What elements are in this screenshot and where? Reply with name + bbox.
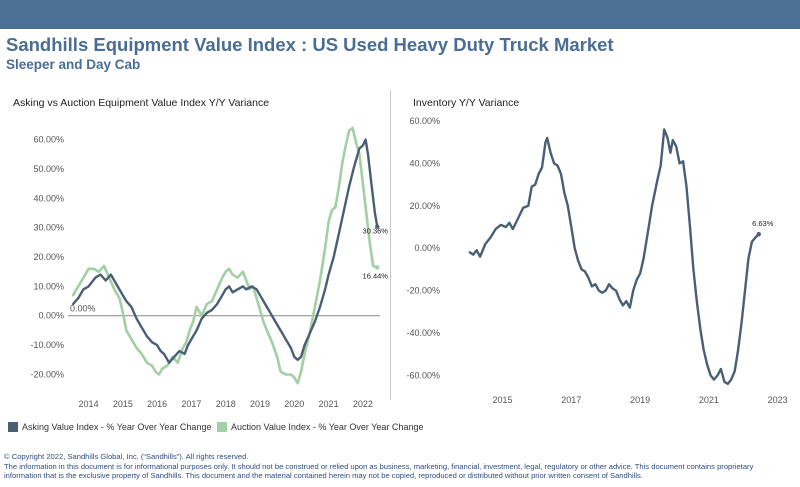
- legend-asking-label: Asking Value Index - % Year Over Year Ch…: [22, 422, 212, 432]
- y-tick-label: 20.00%: [409, 201, 440, 211]
- x-tick-label: 2018: [216, 399, 236, 409]
- y-tick-label: -20.00%: [30, 369, 64, 379]
- panel-divider: [390, 90, 391, 400]
- legend-auction-swatch: [217, 422, 227, 432]
- x-tick-label: 2022: [353, 399, 373, 409]
- series-line-0: [468, 128, 760, 386]
- y-tick-label: -40.00%: [406, 328, 440, 338]
- x-tick-label: 2016: [147, 399, 167, 409]
- series-end-point-0: [375, 224, 380, 229]
- legend-asking: Asking Value Index - % Year Over Year Ch…: [8, 421, 211, 433]
- data-label: 6.63%: [752, 219, 774, 228]
- x-tick-label: 2020: [284, 399, 304, 409]
- y-tick-label: 40.00%: [33, 193, 64, 203]
- y-tick-label: 50.00%: [33, 164, 64, 174]
- legend-auction-label: Auction Value Index - % Year Over Year C…: [231, 422, 424, 432]
- y-tick-label: -10.00%: [30, 340, 64, 350]
- x-tick-label: 2023: [768, 395, 788, 405]
- x-tick-label: 2019: [630, 395, 650, 405]
- y-tick-label: 60.00%: [33, 135, 64, 145]
- legend-auction: Auction Value Index - % Year Over Year C…: [217, 421, 423, 433]
- x-tick-label: 2019: [250, 399, 270, 409]
- header-banner: [0, 0, 800, 29]
- asking-vs-auction-chart: 60.00% 50.00% 40.00% 30.00% 20.00% 10.00% 0.00…: [30, 126, 389, 409]
- x-tick-label: 2021: [699, 395, 719, 405]
- y-tick-label: 0.00%: [38, 311, 64, 321]
- left-chart-title: Asking vs Auction Equipment Value Index …: [13, 97, 270, 109]
- series-end-point-1: [375, 265, 380, 270]
- data-label: 16.44%: [363, 271, 389, 280]
- x-tick-label: 2015: [113, 399, 133, 409]
- series-end-point-0: [756, 231, 761, 237]
- right-chart-title: Inventory Y/Y Variance: [413, 97, 520, 109]
- y-tick-label: 20.00%: [33, 252, 64, 262]
- x-tick-label: 2015: [492, 395, 512, 405]
- x-tick-label: 2017: [561, 395, 581, 405]
- data-label: 30.36%: [363, 227, 389, 236]
- x-tick-label: 2017: [181, 399, 201, 409]
- y-tick-label: -20.00%: [406, 286, 440, 296]
- copyright-footer: © Copyright 2022, Sandhills Global, Inc.…: [4, 452, 798, 481]
- y-tick-label: 30.00%: [33, 223, 64, 233]
- y-tick-label: -60.00%: [406, 370, 440, 380]
- legend-asking-swatch: [8, 422, 18, 432]
- x-tick-label: 2021: [319, 399, 339, 409]
- inventory-chart: 60.00% 40.00% 20.00% 0.00% -20.00% -40.00% -60…: [406, 116, 788, 405]
- y-tick-label: 10.00%: [33, 281, 64, 291]
- footer-line-2: The information in this document is for …: [4, 461, 754, 471]
- y-tick-label: 60.00%: [409, 116, 440, 126]
- zero-label: 0.00%: [70, 304, 96, 314]
- footer-line-1: © Copyright 2022, Sandhills Global, Inc.…: [4, 452, 249, 461]
- series-line-1: [71, 126, 379, 385]
- series-line-0: [71, 138, 379, 364]
- page-title: Sandhills Equipment Value Index : US Use…: [6, 34, 614, 55]
- y-tick-label: 40.00%: [409, 158, 440, 168]
- footer-line-3: information that is the exclusive proper…: [4, 471, 643, 480]
- y-tick-label: 0.00%: [414, 243, 440, 253]
- page-subtitle: Sleeper and Day Cab: [6, 57, 141, 72]
- x-tick-label: 2014: [79, 399, 99, 409]
